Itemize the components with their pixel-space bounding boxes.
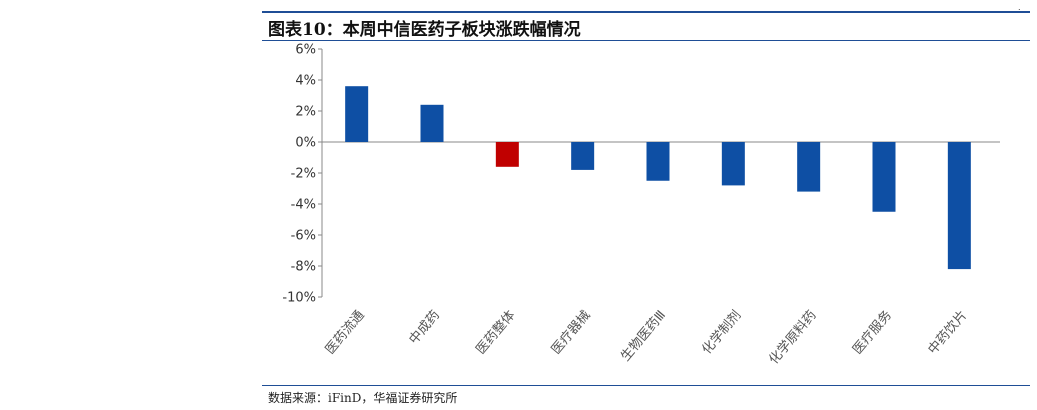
top-rule (262, 11, 1030, 13)
x-category-label: 医疗器械 (549, 308, 594, 357)
bar (571, 142, 595, 170)
y-tick-label: -4% (291, 198, 316, 213)
y-tick-label: 4% (295, 74, 316, 89)
y-tick-label: -10% (282, 291, 316, 306)
x-category-label: 中药饮片 (925, 308, 970, 357)
y-tick-label: 2% (295, 105, 316, 120)
bar (797, 142, 821, 192)
bar (721, 142, 745, 186)
bar (345, 86, 369, 142)
bar (420, 104, 444, 142)
y-tick-label: 0% (295, 136, 316, 151)
source-note: 数据来源：iFinD，华福证券研究所 (268, 391, 458, 405)
x-category-label: 生物医药Ⅲ (618, 308, 669, 364)
y-tick-label: 6% (295, 43, 316, 58)
y-tick-label: -6% (291, 229, 316, 244)
source-rule (262, 385, 1030, 386)
bar (947, 142, 971, 270)
x-category-label: 医药整体 (473, 308, 518, 357)
title-rule (262, 40, 1030, 41)
x-category-label: 化学制剂 (699, 307, 745, 357)
bar (495, 142, 519, 167)
x-category-label: 医药流通 (323, 308, 368, 357)
x-category-label: 化学原料药 (766, 307, 820, 367)
bar (872, 142, 896, 212)
x-category-label: 医疗服务 (849, 307, 895, 357)
corner-mark: . (1018, 3, 1021, 12)
y-tick-label: -2% (291, 167, 316, 182)
y-tick-label: -8% (291, 260, 316, 275)
bar (646, 142, 670, 181)
x-category-label: 中成药 (406, 308, 443, 348)
chart-title: 图表10：本周中信医药子板块涨跌幅情况 (268, 20, 581, 40)
